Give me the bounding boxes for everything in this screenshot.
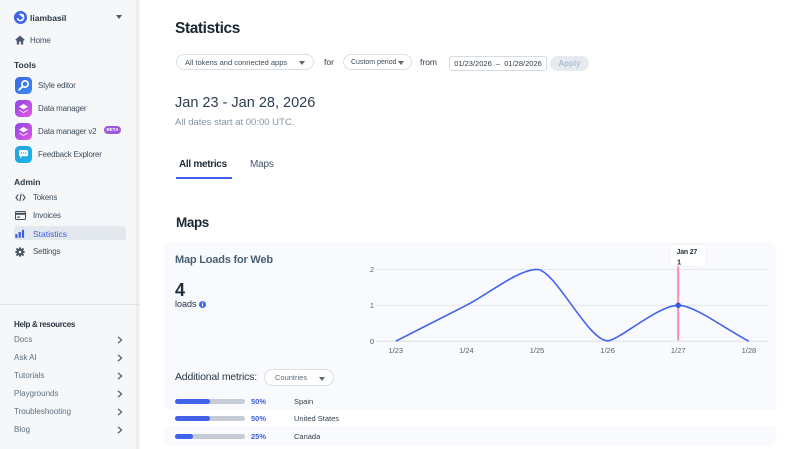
svg-text:1: 1 <box>370 301 374 310</box>
svg-text:2: 2 <box>370 265 374 274</box>
svg-text:0: 0 <box>370 337 374 346</box>
svg-text:1/25: 1/25 <box>530 346 545 355</box>
svg-text:1/27: 1/27 <box>671 346 686 355</box>
svg-text:1: 1 <box>677 258 681 267</box>
svg-text:1/28: 1/28 <box>742 346 757 355</box>
svg-text:1/26: 1/26 <box>600 346 615 355</box>
svg-text:Jan 27: Jan 27 <box>677 249 698 256</box>
svg-text:1/24: 1/24 <box>459 346 474 355</box>
svg-text:1/23: 1/23 <box>388 346 403 355</box>
